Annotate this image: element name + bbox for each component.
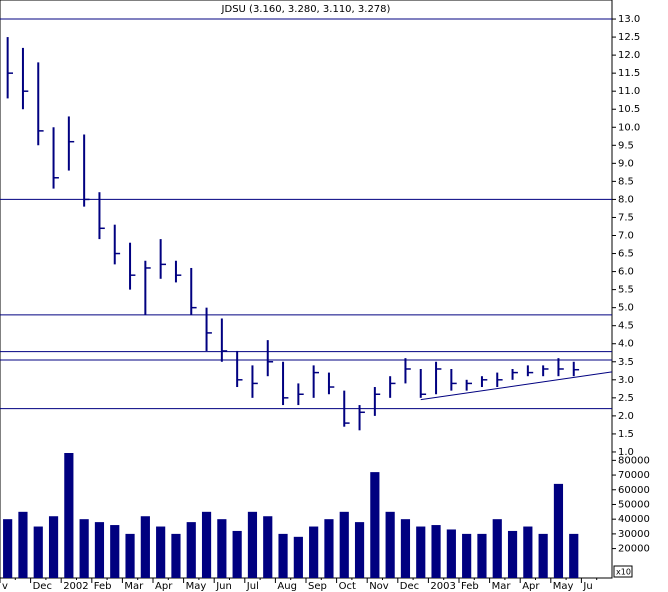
x-tick-label: May: [186, 581, 207, 592]
volume-bar: [553, 483, 564, 578]
volume-bar: [431, 525, 441, 578]
volume-bar: [247, 511, 258, 578]
volume-bar: [492, 519, 502, 578]
volume-bar: [278, 533, 288, 578]
volume-bar: [293, 536, 303, 578]
y-tick-label: 12.0: [618, 50, 640, 61]
y-tick-label: 8.5: [618, 176, 634, 187]
volume-unit: x10: [616, 568, 631, 577]
volume-bar: [217, 519, 227, 578]
y-tick-label: 2.5: [618, 393, 634, 404]
volume-tick-label: 20000: [618, 544, 650, 555]
volume-bar: [324, 519, 334, 578]
volume-bar: [79, 519, 89, 578]
volume-tick-label: 70000: [618, 470, 650, 481]
y-tick-label: 4.0: [618, 339, 634, 350]
x-tick-label: Nov: [369, 581, 389, 592]
volume-bar: [48, 516, 59, 578]
volume-bar: [370, 472, 380, 578]
y-tick-label: 4.5: [618, 321, 634, 332]
y-tick-label: 10.0: [618, 122, 640, 133]
trendline: [420, 371, 613, 401]
volume-tick-label: 50000: [618, 499, 650, 510]
y-tick-label: 10.5: [618, 104, 640, 115]
volume-bar: [523, 526, 533, 578]
volume-bar: [446, 529, 456, 578]
y-tick-label: 9.5: [618, 140, 634, 151]
x-tick-label: Sep: [308, 581, 327, 592]
volume-bar: [156, 526, 166, 578]
y-tick-label: 6.0: [618, 267, 634, 278]
y-tick-label: 5.5: [618, 285, 634, 296]
volume-bar: [64, 453, 74, 578]
y-tick-label: 11.5: [618, 68, 640, 79]
volume-bar: [201, 511, 212, 578]
y-tick-label: 2.0: [618, 411, 634, 422]
y-tick-label: 7.5: [618, 212, 634, 223]
volume-bar: [569, 533, 579, 578]
y-tick-label: 8.0: [618, 194, 634, 205]
x-tick-label: Dec: [400, 581, 419, 592]
volume-bar: [232, 530, 242, 578]
x-tick-label: 2002: [63, 581, 88, 592]
x-tick-label: Feb: [94, 581, 112, 592]
x-tick-label: Dec: [33, 581, 52, 592]
y-tick-label: 9.0: [618, 158, 634, 169]
y-tick-label: 3.0: [618, 375, 634, 386]
volume-bar: [538, 533, 548, 578]
volume-tick-label: 30000: [618, 529, 650, 540]
y-tick-label: 1.0: [618, 447, 634, 458]
x-tick-label: Apr: [522, 581, 540, 592]
volume-tick-label: 40000: [618, 514, 650, 525]
volume-bar: [507, 530, 518, 578]
x-tick-label: 2003: [430, 581, 455, 592]
y-tick-label: 5.0: [618, 303, 634, 314]
chart-title: JDSU (3.160, 3.280, 3.110, 3.278): [221, 4, 391, 15]
volume-tick-label: 80000: [618, 455, 650, 466]
x-tick-label: Apr: [155, 581, 173, 592]
x-tick-label: Feb: [461, 581, 479, 592]
x-tick-label: Ju: [582, 581, 592, 592]
x-tick-label: May: [553, 581, 574, 592]
volume-bar: [385, 511, 395, 578]
y-tick-label: 6.5: [618, 249, 634, 260]
volume-bar: [416, 526, 426, 578]
volume-bar: [33, 526, 43, 578]
volume-bar: [400, 519, 411, 578]
x-tick-label: Mar: [124, 581, 144, 592]
unit-box: [613, 565, 633, 578]
plot-frame: [0, 0, 613, 579]
volume-bar: [110, 525, 120, 578]
volume-bar: [171, 533, 181, 578]
volume-bar: [186, 522, 196, 578]
volume-bar: [3, 519, 13, 578]
volume-bar: [94, 522, 105, 578]
y-tick-label: 1.5: [618, 429, 634, 440]
volume-bar: [339, 511, 349, 578]
volume-bar: [309, 526, 319, 578]
volume-bar: [477, 533, 487, 578]
y-tick-label: 7.0: [618, 231, 634, 242]
x-tick-label: v: [2, 581, 8, 592]
y-tick-label: 3.5: [618, 357, 634, 368]
volume-bar: [125, 533, 135, 578]
x-tick-label: Mar: [492, 581, 512, 592]
x-tick-label: Aug: [277, 581, 297, 592]
volume-tick-label: 60000: [618, 485, 650, 496]
x-tick-label: Oct: [339, 581, 356, 592]
volume-bar: [462, 533, 472, 578]
volume-bar: [140, 516, 150, 578]
volume-bar: [354, 522, 365, 578]
y-tick-label: 12.5: [618, 32, 640, 43]
y-tick-label: 11.0: [618, 86, 640, 97]
volume-bar: [263, 516, 273, 578]
x-tick-label: Jul: [246, 581, 259, 592]
volume-bar: [18, 511, 28, 578]
x-tick-label: Jun: [215, 581, 232, 592]
y-tick-label: 13.0: [618, 14, 640, 25]
